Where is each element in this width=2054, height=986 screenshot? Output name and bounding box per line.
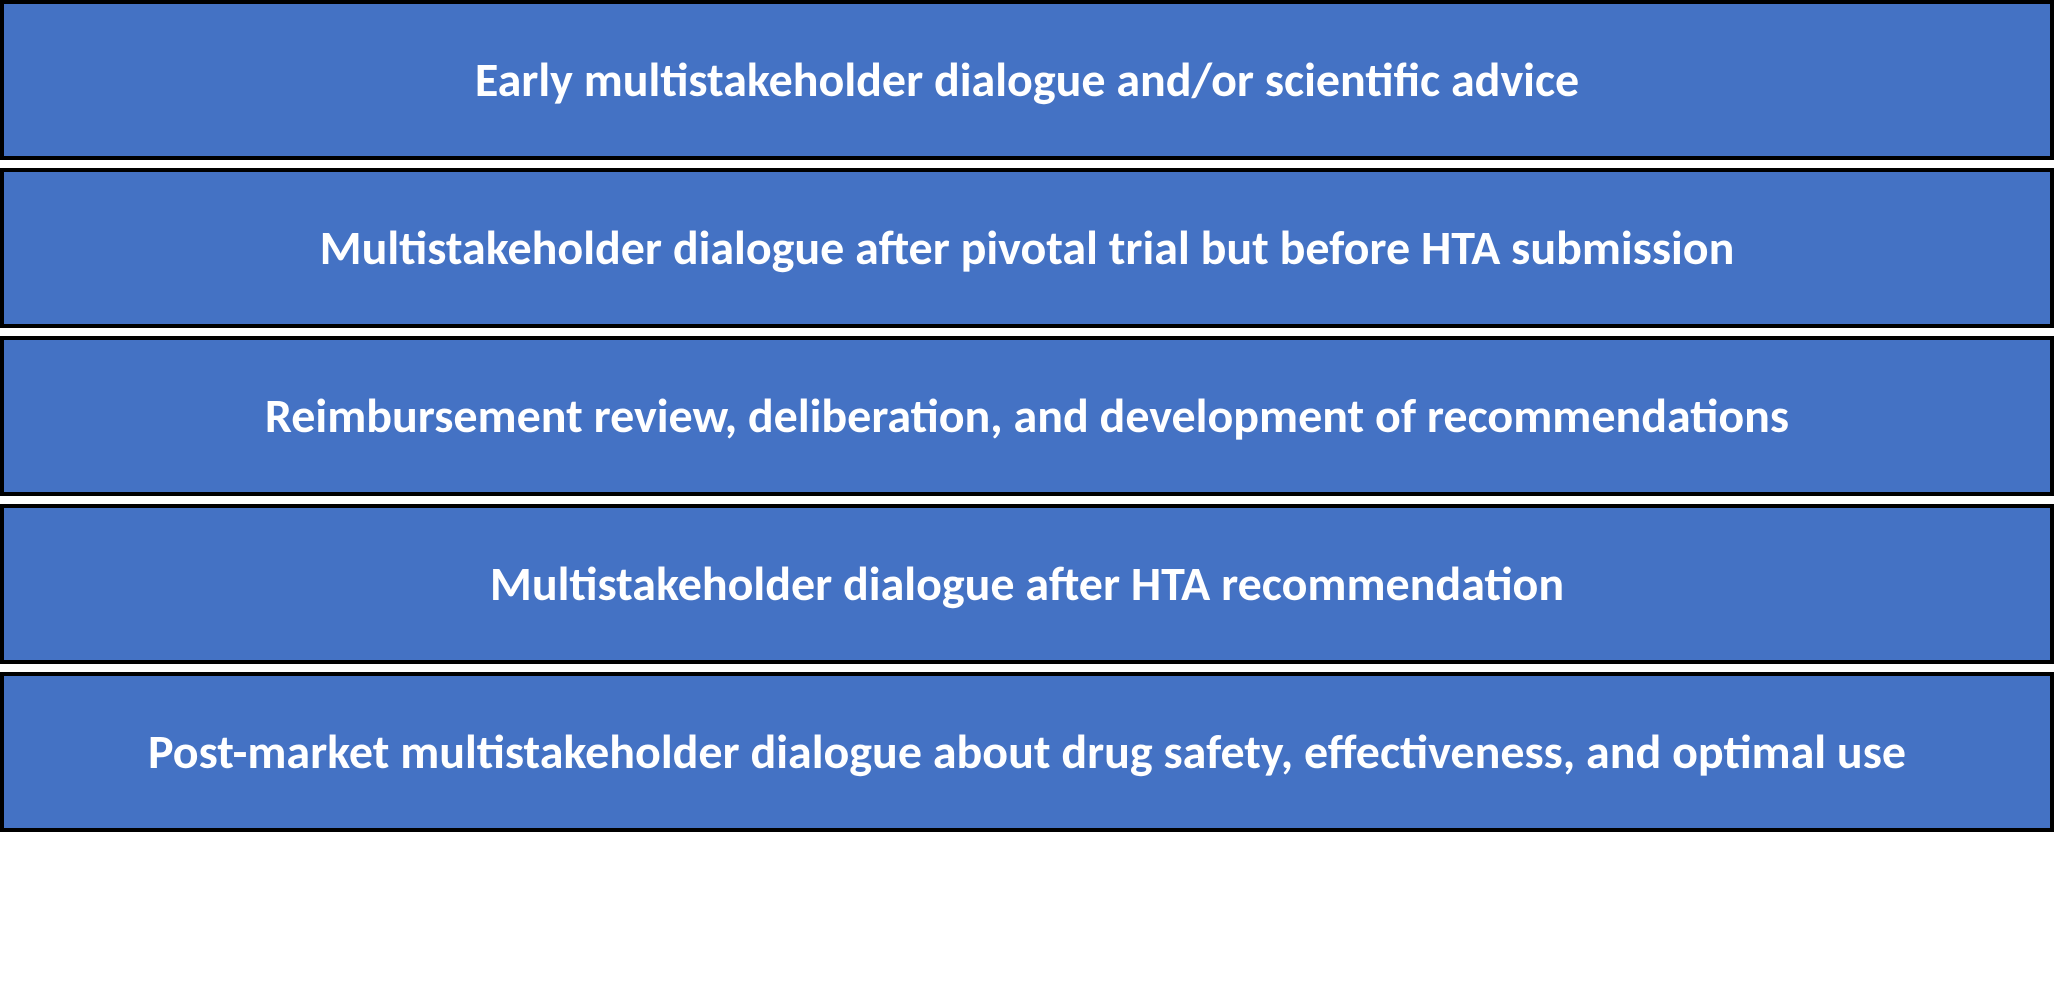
stage-box-5: Post-market multistakeholder dialogue ab… <box>0 672 2054 832</box>
stage-label-1: Early multistakeholder dialogue and/or s… <box>475 50 1579 110</box>
process-flow-container: Early multistakeholder dialogue and/or s… <box>0 0 2054 832</box>
stage-box-1: Early multistakeholder dialogue and/or s… <box>0 0 2054 160</box>
stage-box-4: Multistakeholder dialogue after HTA reco… <box>0 504 2054 664</box>
stage-label-5: Post-market multistakeholder dialogue ab… <box>148 722 1906 782</box>
stage-label-3: Reimbursement review, deliberation, and … <box>265 386 1789 446</box>
stage-box-2: Multistakeholder dialogue after pivotal … <box>0 168 2054 328</box>
stage-label-4: Multistakeholder dialogue after HTA reco… <box>490 554 1564 614</box>
stage-box-3: Reimbursement review, deliberation, and … <box>0 336 2054 496</box>
stage-label-2: Multistakeholder dialogue after pivotal … <box>320 218 1735 278</box>
